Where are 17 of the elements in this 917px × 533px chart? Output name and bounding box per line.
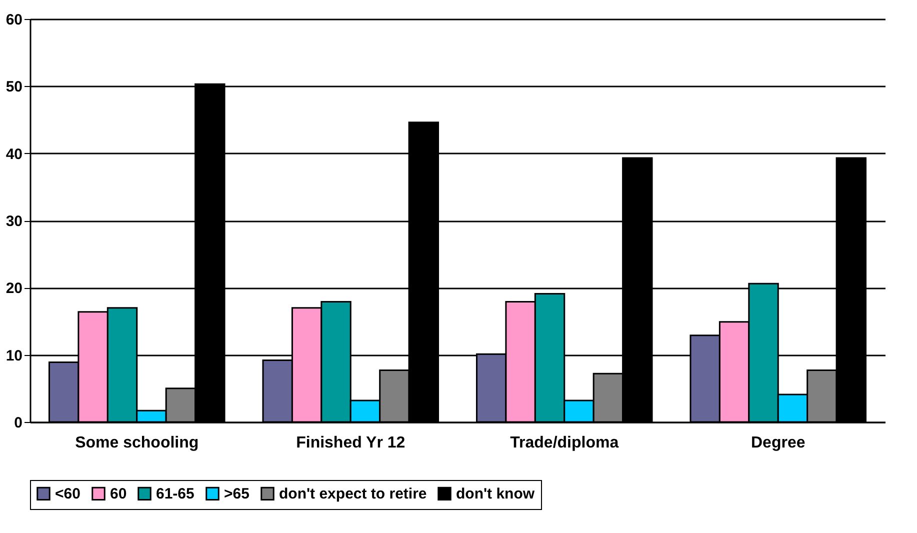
legend-label: 60 <box>110 486 127 503</box>
x-tick-label: Trade/diploma <box>510 434 619 452</box>
y-tick-label: 30 <box>6 213 22 230</box>
y-tick-label: 0 <box>14 414 22 432</box>
x-tick-label: Some schooling <box>75 434 199 452</box>
legend-label: 61-65 <box>156 486 194 503</box>
y-tick-label: 60 <box>6 12 22 28</box>
x-tick-label: Degree <box>751 434 806 452</box>
y-tick-label: 50 <box>6 78 22 96</box>
legend-label: >65 <box>224 486 250 503</box>
y-tick-label: 10 <box>6 347 22 364</box>
y-tick-label: 20 <box>6 280 22 298</box>
legend-label: don't know <box>456 486 535 503</box>
x-tick-label: Finished Yr 12 <box>296 434 406 452</box>
y-tick-label: 40 <box>6 146 22 163</box>
legend-label: <60 <box>55 486 80 503</box>
legend-label: don't expect to retire <box>279 486 427 503</box>
